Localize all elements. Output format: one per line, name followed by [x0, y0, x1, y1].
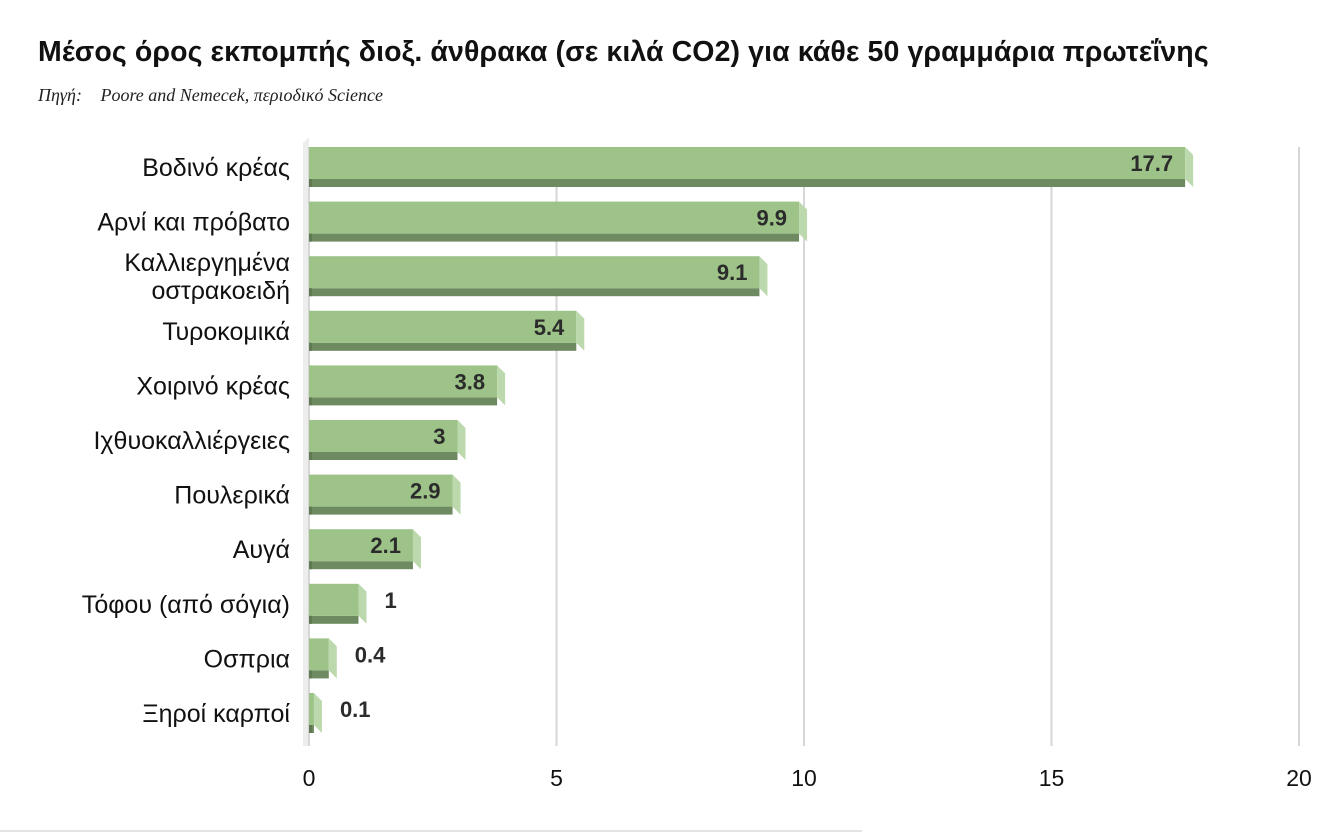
- source-label: Πηγή:: [38, 85, 82, 105]
- x-tick-label: 5: [550, 765, 563, 791]
- category-label: Ιχθυοκαλλιέργειες: [93, 427, 290, 455]
- bar-edge: [309, 561, 312, 570]
- x-tick-label: 10: [791, 765, 817, 791]
- bar-edge: [309, 615, 312, 624]
- value-label: 1: [385, 588, 397, 613]
- category-label: Χοιρινό κρέας: [136, 372, 290, 400]
- value-label: 2.9: [410, 479, 441, 504]
- bar-shadow: [309, 561, 413, 570]
- bar: [309, 147, 1186, 179]
- value-label: 9.9: [756, 206, 787, 231]
- category-label: Τυροκομικά: [162, 318, 290, 346]
- category-label: Τόφου (από σόγια): [82, 591, 290, 619]
- bar: [309, 638, 329, 671]
- bar-edge: [309, 725, 312, 733]
- chart-source: Πηγή: Poore and Nemecek, περιοδικό Scien…: [38, 85, 383, 106]
- value-label: 9.1: [717, 260, 748, 285]
- value-label: 17.7: [1130, 151, 1173, 176]
- bar-side: [313, 693, 322, 733]
- bar-shadow: [309, 615, 359, 624]
- category-label: Αυγά: [233, 536, 290, 564]
- bar: [309, 529, 413, 562]
- category-label: Βοδινό κρέας: [142, 154, 290, 182]
- bar-shadow: [309, 179, 1186, 187]
- bar: [309, 201, 800, 234]
- bar-edge: [309, 397, 312, 406]
- value-label: 5.4: [534, 315, 565, 340]
- bar-edge: [309, 179, 312, 187]
- bar-shadow: [309, 506, 453, 515]
- bar-shadow: [309, 452, 458, 460]
- bar-edge: [309, 670, 312, 679]
- bar: [309, 365, 498, 398]
- bar: [309, 310, 577, 343]
- bar-edge: [309, 233, 312, 242]
- x-tick-label: 0: [303, 765, 316, 791]
- bar-edge: [309, 452, 312, 460]
- bar-side: [759, 256, 768, 297]
- source-text: Poore and Nemecek, περιοδικό Science: [100, 85, 383, 105]
- bar: [309, 693, 314, 725]
- bar: [309, 583, 359, 616]
- bar: [309, 420, 458, 452]
- axis-side-wall: [303, 137, 309, 746]
- bar-side: [412, 529, 421, 570]
- bar-side: [497, 365, 506, 406]
- bar-side: [452, 474, 461, 515]
- chart-title: Μέσος όρος εκπομπής διοξ. άνθρακα (σε κι…: [38, 36, 1209, 68]
- category-label: οστρακοειδή: [151, 277, 290, 305]
- bar-shadow: [309, 397, 498, 406]
- value-label: 0.1: [340, 697, 371, 722]
- value-label: 0.4: [355, 642, 386, 667]
- bar-side: [1185, 147, 1194, 187]
- x-tick-label: 15: [1039, 765, 1065, 791]
- bar-edge: [309, 342, 312, 351]
- bar-edge: [309, 288, 312, 297]
- bar-shadow: [309, 233, 800, 242]
- bar-side: [457, 420, 466, 460]
- category-label: Πουλερικά: [174, 482, 290, 510]
- bar-side: [358, 583, 367, 624]
- bar-shadow: [309, 288, 760, 297]
- bar: [309, 474, 453, 507]
- category-label: Καλλιεργημένα: [124, 249, 290, 277]
- value-label: 3: [433, 424, 445, 449]
- x-tick-label: 20: [1286, 765, 1312, 791]
- value-label: 3.8: [455, 369, 486, 394]
- category-label: Οσπρια: [204, 645, 290, 673]
- footer-divider: [0, 830, 862, 832]
- bar: [309, 256, 760, 289]
- bar-shadow: [309, 342, 577, 351]
- bar-shadow: [309, 670, 329, 679]
- bar-side: [799, 201, 808, 242]
- category-label: Ξηροί καρποί: [142, 700, 290, 728]
- category-label: Αρνί και πρόβατο: [97, 209, 290, 237]
- value-label: 2.1: [370, 533, 401, 558]
- bar-side: [328, 638, 337, 679]
- bar-side: [576, 310, 585, 351]
- bar-edge: [309, 506, 312, 515]
